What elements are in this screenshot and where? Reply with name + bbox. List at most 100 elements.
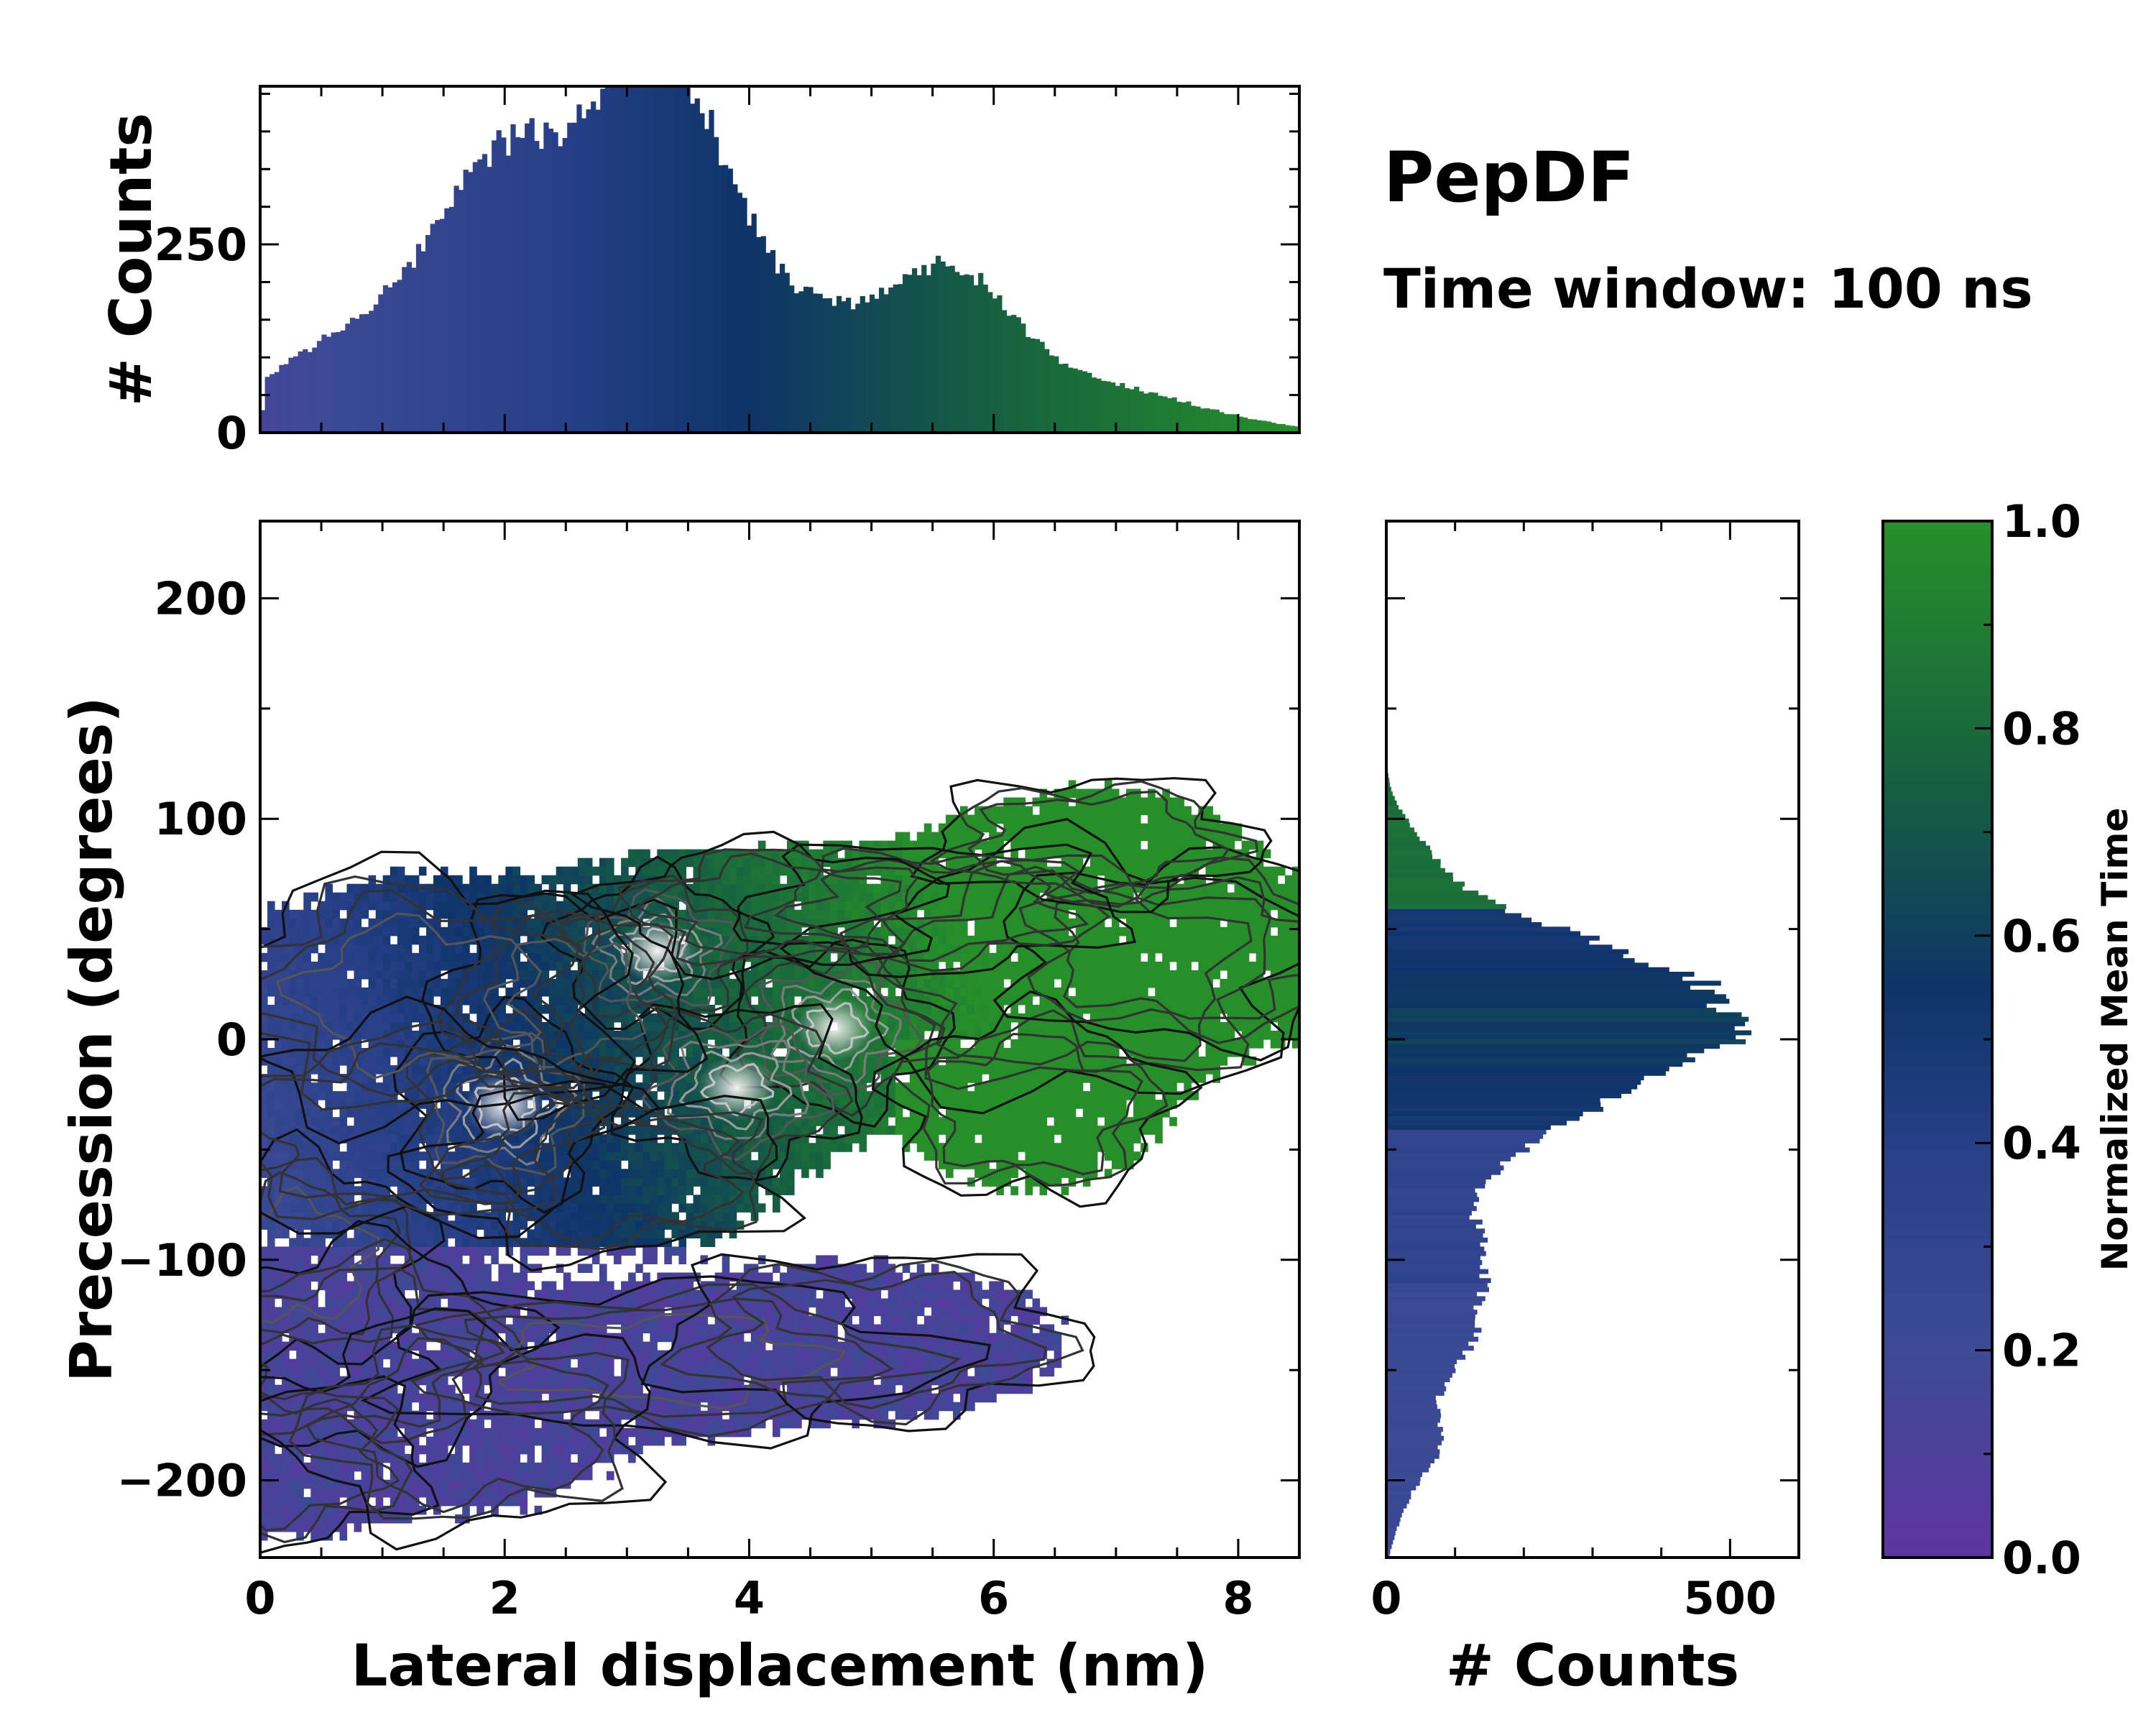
heatmap-cell [614, 1082, 622, 1092]
heatmap-cell [556, 1471, 564, 1481]
heatmap-cell [577, 1195, 586, 1204]
heatmap-cell [780, 866, 788, 876]
heatmap-cell [599, 1160, 607, 1169]
heatmap-cell [469, 1479, 477, 1489]
heatmap-cell [607, 1436, 614, 1446]
heatmap-cell [418, 1212, 427, 1221]
heatmap-cell [534, 961, 543, 971]
heatmap-cell [426, 892, 434, 902]
heatmap-cell [303, 987, 311, 997]
heatmap-cell [780, 1419, 788, 1429]
heatmap-cell [339, 1298, 348, 1308]
heatmap-cell [462, 1264, 470, 1273]
heatmap-cell [476, 1013, 484, 1023]
heatmap-cell [556, 1203, 564, 1213]
heatmap-cell [361, 1419, 369, 1429]
heatmap-cell [757, 909, 766, 919]
heatmap-cell [375, 1151, 384, 1161]
heatmap-cell [773, 1367, 780, 1377]
heatmap-cell [686, 1177, 694, 1187]
heatmap-cell [346, 901, 355, 911]
heatmap-cell [346, 944, 355, 954]
heatmap-cell [570, 1376, 579, 1386]
heatmap-cell [621, 1350, 629, 1360]
heatmap-cell [346, 1505, 355, 1515]
heatmap-cell [722, 1195, 730, 1204]
heatmap-cell [260, 970, 268, 980]
heatmap-cell [411, 1143, 420, 1152]
heatmap-cell [390, 1065, 398, 1075]
heatmap-cell [577, 978, 586, 988]
heatmap-cell [570, 1289, 579, 1300]
heatmap-cell [484, 1315, 492, 1325]
heatmap-cell [375, 1471, 384, 1481]
heatmap-cell [332, 1074, 340, 1083]
heatmap-cell [318, 1358, 326, 1368]
heatmap-cell [650, 857, 658, 868]
heatmap-cell [260, 926, 268, 937]
heatmap-cell [650, 1091, 658, 1100]
heatmap-cell [541, 1410, 550, 1420]
heatmap-cell [267, 1004, 275, 1014]
heatmap-cell [714, 987, 723, 997]
heatmap-cell [584, 1229, 593, 1238]
heatmap-cell [664, 1358, 672, 1368]
heatmap-cell [491, 1195, 499, 1204]
heatmap-cell [621, 1212, 629, 1221]
heatmap-cell [541, 1160, 550, 1169]
heatmap-cell [584, 961, 593, 971]
heatmap-cell [534, 1048, 543, 1057]
heatmap-cell [346, 1151, 355, 1161]
heatmap-cell [773, 1074, 780, 1083]
heatmap-cell [534, 1427, 543, 1438]
heatmap-cell [426, 1065, 434, 1075]
heatmap-cell [390, 1307, 398, 1317]
heatmap-cell [368, 978, 377, 988]
heatmap-cell [621, 1031, 629, 1040]
heatmap-cell [686, 1376, 694, 1386]
heatmap-cell [607, 1471, 614, 1481]
heatmap-cell [404, 1177, 413, 1187]
heatmap-cell [678, 1238, 686, 1247]
heatmap-cell [289, 944, 297, 954]
heatmap-cell [267, 1151, 275, 1161]
heatmap-cell [787, 1289, 795, 1300]
heatmap-cell [548, 1453, 557, 1463]
heatmap-cell [650, 901, 658, 911]
heatmap-cell [289, 1255, 297, 1264]
heatmap-cell [346, 1445, 355, 1455]
heatmap-cell [390, 875, 398, 885]
heatmap-cell [433, 1436, 441, 1446]
heatmap-cell [275, 961, 282, 971]
heatmap-cell [729, 1203, 737, 1213]
heatmap-cell [563, 875, 571, 885]
heatmap-cell [765, 892, 773, 902]
heatmap-cell [310, 1522, 318, 1532]
heatmap-cell [354, 918, 362, 928]
heatmap-cell [282, 1022, 290, 1031]
heatmap-cell [267, 1013, 275, 1023]
heatmap-cell [700, 892, 709, 902]
heatmap-cell [700, 901, 709, 911]
heatmap-cell [346, 1108, 355, 1118]
heatmap-cell [462, 1402, 470, 1412]
heatmap-cell [621, 1195, 629, 1204]
heatmap-cell [743, 1203, 752, 1213]
heatmap-cell [614, 1004, 622, 1014]
heatmap-cell [441, 1057, 448, 1066]
heatmap-cell [455, 1203, 463, 1213]
heatmap-cell [282, 1177, 290, 1187]
heatmap-cell [743, 1160, 752, 1169]
heatmap-cell [289, 1013, 297, 1023]
heatmap-cell [505, 1177, 513, 1187]
heatmap-cell [397, 901, 405, 911]
heatmap-cell [556, 901, 564, 911]
heatmap-cell [296, 1151, 304, 1161]
heatmap-cell [289, 1220, 297, 1230]
heatmap-cell [527, 1238, 535, 1247]
heatmap-cell [404, 978, 413, 988]
heatmap-cell [361, 944, 369, 954]
heatmap-cell [346, 892, 355, 902]
heatmap-cell [722, 935, 730, 945]
heatmap-cell [332, 1048, 340, 1057]
